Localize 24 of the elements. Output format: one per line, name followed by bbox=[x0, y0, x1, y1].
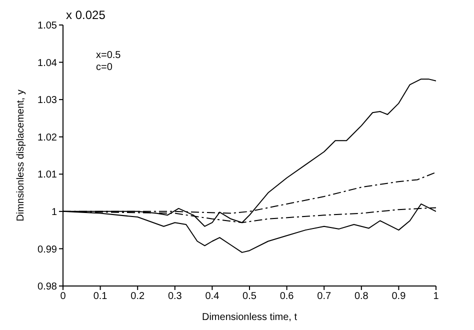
x-tick-label: 0.4 bbox=[205, 291, 220, 302]
x-tick-label: 0.8 bbox=[354, 291, 369, 302]
text: x 0.025 bbox=[66, 8, 106, 22]
y-tick-label: 1.02 bbox=[38, 132, 58, 144]
x-tick-label: 0.6 bbox=[280, 291, 294, 302]
x-tick-label: 0.5 bbox=[242, 291, 257, 302]
x-tick-label: 1 bbox=[433, 291, 440, 302]
x-tick-label: 0.1 bbox=[93, 291, 108, 302]
y-tick-label: 1.01 bbox=[38, 170, 58, 181]
y-tick-label: 1.05 bbox=[38, 20, 58, 32]
x-tick-label: 0.3 bbox=[168, 291, 182, 302]
x-axis-title: Dimensionless time, t bbox=[202, 312, 298, 323]
x-tick-label: 0.2 bbox=[130, 291, 145, 302]
y-tick-label: 1.03 bbox=[38, 95, 58, 106]
y-tick-label: 1.04 bbox=[38, 58, 58, 69]
x-tick-label: 0.9 bbox=[392, 291, 406, 302]
y-axis-title: Dimnsionless displacement, y bbox=[16, 90, 27, 222]
y-tick-label: 0.98 bbox=[38, 282, 58, 293]
annotation: x=0.5 bbox=[96, 50, 121, 61]
y-tick-label: 1 bbox=[51, 206, 58, 218]
x-tick-label: 0.7 bbox=[317, 291, 332, 302]
annotation: c=0 bbox=[96, 62, 112, 73]
x-tick-label: 0 bbox=[60, 291, 66, 302]
y-tick-label: 0.99 bbox=[38, 244, 58, 256]
